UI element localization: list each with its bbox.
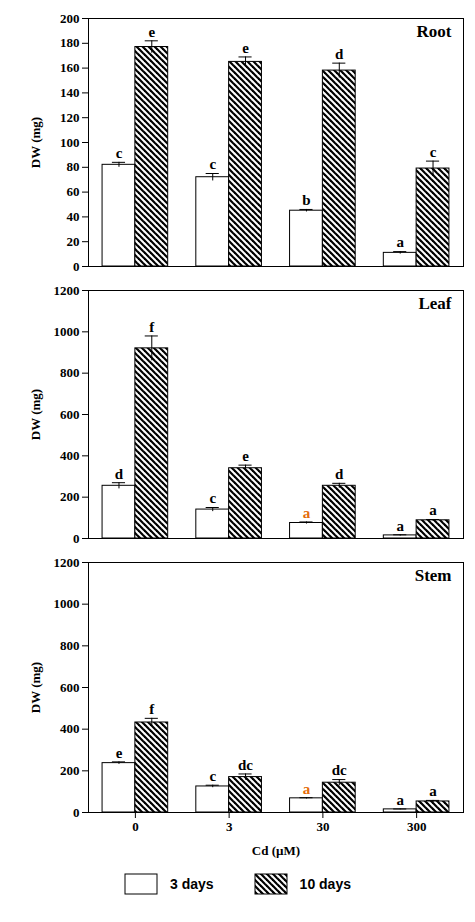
svg-text:400: 400 [60, 721, 80, 736]
svg-text:140: 140 [60, 85, 80, 100]
svg-text:120: 120 [60, 110, 80, 125]
svg-text:1000: 1000 [54, 596, 80, 611]
svg-text:c: c [116, 145, 123, 161]
svg-text:f: f [149, 701, 155, 717]
svg-text:DW (mg): DW (mg) [28, 389, 43, 440]
svg-text:a: a [303, 781, 311, 797]
svg-text:60: 60 [67, 184, 80, 199]
svg-text:e: e [148, 24, 155, 40]
svg-text:Root: Root [417, 22, 452, 41]
svg-text:0: 0 [73, 259, 80, 272]
svg-text:180: 180 [60, 35, 80, 50]
svg-text:600: 600 [60, 407, 80, 422]
svg-text:c: c [209, 156, 216, 172]
svg-text:1000: 1000 [54, 324, 80, 339]
svg-text:e: e [116, 745, 123, 761]
svg-text:800: 800 [60, 365, 80, 380]
svg-text:160: 160 [60, 60, 80, 75]
svg-text:DW (mg): DW (mg) [28, 117, 43, 168]
svg-text:a: a [396, 234, 404, 250]
svg-text:20: 20 [67, 234, 80, 249]
svg-text:200: 200 [60, 11, 80, 26]
svg-text:e: e [242, 448, 249, 464]
svg-text:Stem: Stem [415, 566, 452, 585]
svg-text:d: d [335, 46, 344, 62]
svg-text:1200: 1200 [54, 555, 80, 570]
svg-text:3: 3 [226, 819, 233, 834]
svg-text:400: 400 [60, 448, 80, 463]
svg-text:c: c [430, 144, 437, 160]
svg-text:200: 200 [60, 763, 80, 778]
svg-text:0: 0 [73, 531, 80, 544]
svg-text:200: 200 [60, 489, 80, 504]
svg-text:40: 40 [67, 209, 80, 224]
svg-text:e: e [242, 40, 249, 56]
svg-text:d: d [335, 466, 344, 482]
svg-text:600: 600 [60, 680, 80, 695]
svg-text:Cd (µM): Cd (µM) [252, 843, 300, 858]
svg-text:300: 300 [407, 819, 427, 834]
svg-text:a: a [303, 505, 311, 521]
svg-text:DW (mg): DW (mg) [28, 662, 43, 713]
svg-text:1200: 1200 [54, 283, 80, 298]
svg-text:0: 0 [73, 805, 80, 820]
svg-text:c: c [209, 490, 216, 506]
svg-text:a: a [429, 783, 437, 799]
svg-text:80: 80 [67, 159, 80, 174]
svg-text:b: b [302, 192, 310, 208]
svg-text:dc: dc [238, 757, 253, 773]
html-text:10 days: 10 days [299, 876, 351, 892]
svg-text:a: a [429, 502, 437, 518]
svg-text:a: a [396, 518, 404, 534]
svg-text:a: a [396, 792, 404, 808]
svg-text:Leaf: Leaf [418, 294, 451, 313]
svg-text:30: 30 [316, 819, 329, 834]
svg-text:0: 0 [132, 819, 139, 834]
svg-text:800: 800 [60, 638, 80, 653]
svg-text:d: d [115, 466, 124, 482]
svg-text:dc: dc [332, 762, 347, 778]
svg-text:c: c [209, 768, 216, 784]
svg-text:100: 100 [60, 135, 80, 150]
svg-text:f: f [149, 319, 155, 335]
html-text:3 days: 3 days [170, 876, 214, 892]
